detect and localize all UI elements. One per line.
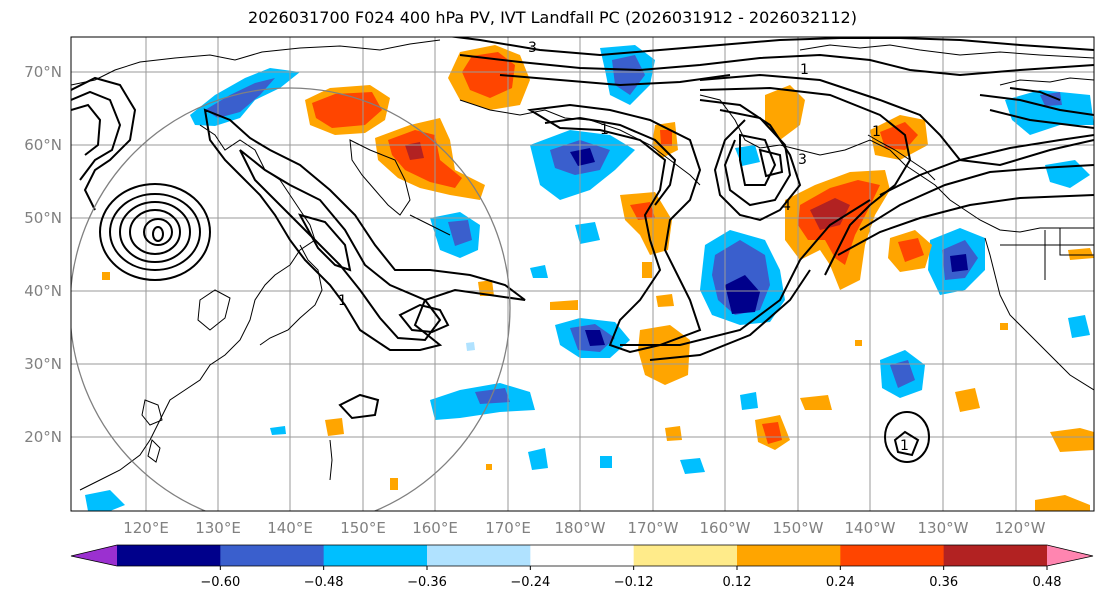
contour-label: 1 (600, 122, 609, 138)
lon-label: 160°W (700, 519, 751, 537)
colorbar-tick-label: −0.36 (407, 575, 447, 590)
lat-label: 50°N (24, 209, 62, 227)
lon-label: 140°E (267, 519, 313, 537)
colorbar: −0.60 −0.48 −0.36 −0.24 −0.12 0.12 0.24 0.36 0.4… (70, 544, 1094, 590)
colorbar-tick-label: −0.24 (510, 575, 550, 590)
contour-label: 3 (798, 152, 807, 168)
colorbar-tick-label: 0.48 (1033, 575, 1062, 590)
colorbar-bin (220, 545, 325, 566)
lon-label: 170°E (485, 519, 531, 537)
pv-shading (85, 45, 1094, 511)
pv-contours (71, 37, 1094, 463)
lat-label: 60°N (24, 136, 62, 154)
colorbar-bin (427, 545, 531, 566)
colorbar-tick-label: 0.24 (826, 575, 855, 590)
map-frame (70, 36, 1095, 512)
contour-label: 3 (528, 40, 537, 56)
lon-label: 120°E (123, 519, 169, 537)
landfall-region-circle (71, 87, 511, 511)
colorbar-tick-label: 0.12 (723, 575, 752, 590)
colorbar-extend-high (1047, 545, 1093, 566)
map-title: 2026031700 F024 400 hPa PV, IVT Landfall… (248, 8, 857, 27)
contour-label: 4 (782, 198, 791, 214)
contour-labels: 3 1 1 3 4 1 1 1 (338, 40, 909, 454)
colorbar-bin (840, 545, 945, 566)
contour-label: 1 (872, 124, 881, 140)
lon-label: 150°W (773, 519, 824, 537)
colorbar-tick-label: −0.48 (304, 575, 344, 590)
lon-label: 140°W (845, 519, 896, 537)
colorbar-extend-low (71, 545, 117, 566)
colorbar-bin (117, 545, 221, 566)
lon-label: 130°E (195, 519, 241, 537)
lat-label: 20°N (24, 428, 62, 446)
lon-label: 180°W (555, 519, 606, 537)
contour-label: 1 (338, 293, 347, 309)
colorbar-tick-label: 0.36 (929, 575, 958, 590)
longitude-axis: 120°E 130°E 140°E 150°E 160°E 170°E 180°… (123, 519, 1045, 537)
latitude-axis: 70°N 60°N 50°N 40°N 30°N 20°N (24, 63, 62, 446)
lat-label: 70°N (24, 63, 62, 81)
colorbar-bin (530, 545, 635, 566)
lat-label: 40°N (24, 282, 62, 300)
colorbar-bin (323, 545, 428, 566)
coastlines (71, 39, 1094, 491)
colorbar-bin (633, 545, 738, 566)
graticule (71, 37, 1094, 511)
contour-label: 1 (900, 438, 909, 454)
lon-label: 160°E (412, 519, 458, 537)
lon-label: 170°W (628, 519, 679, 537)
colorbar-bin (943, 545, 1048, 566)
colorbar-tick-label: −0.60 (200, 575, 240, 590)
lat-label: 30°N (24, 355, 62, 373)
contour-label: 1 (800, 62, 809, 78)
colorbar-bin (737, 545, 841, 566)
lon-label: 150°E (340, 519, 386, 537)
lon-label: 120°W (995, 519, 1046, 537)
lon-label: 130°W (918, 519, 969, 537)
colorbar-tick-label: −0.12 (614, 575, 654, 590)
